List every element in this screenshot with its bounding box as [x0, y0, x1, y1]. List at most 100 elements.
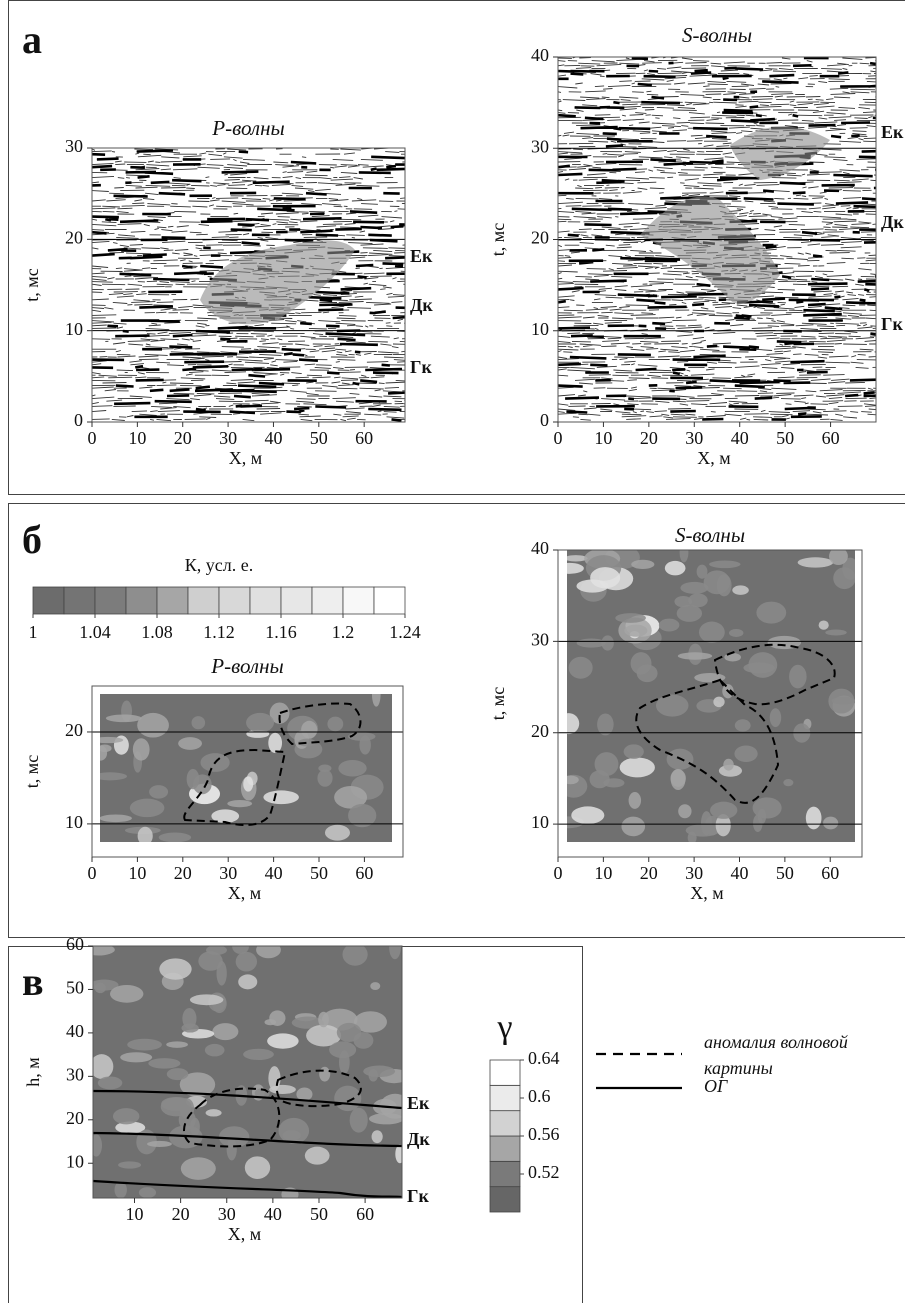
map-blob — [206, 946, 227, 955]
map-blob — [159, 958, 192, 980]
y-tick-label: 10 — [531, 319, 549, 339]
map-blob — [752, 797, 782, 819]
x-tick-label: 50 — [310, 1204, 328, 1224]
map-blob — [268, 732, 283, 754]
colorbar-tick-label: 0.6 — [528, 1086, 551, 1106]
map-blob — [304, 1146, 330, 1165]
x-axis-label: X, м — [690, 883, 723, 903]
map-blob — [677, 652, 713, 660]
y-tick-label: 30 — [531, 629, 549, 649]
map-blob — [291, 1016, 325, 1029]
map-blob — [267, 1033, 299, 1049]
map-blob — [138, 1187, 157, 1198]
map-blob — [342, 946, 368, 966]
map-blob — [710, 801, 738, 819]
map-blob — [389, 946, 401, 960]
map-blob — [216, 961, 227, 986]
map-blob — [269, 1010, 286, 1026]
x-tick-label: 50 — [310, 863, 328, 883]
map-blob — [703, 570, 731, 595]
anomaly-shading — [200, 240, 355, 325]
colorbar-cell — [32, 586, 65, 615]
map-blob — [676, 604, 703, 622]
y-tick-label: 10 — [66, 1151, 84, 1171]
map-blob — [97, 1076, 123, 1090]
map-background — [567, 550, 855, 842]
map-blob — [317, 769, 333, 787]
plot-title: S-волны — [675, 523, 745, 547]
map-blob — [93, 1054, 114, 1079]
map-blob — [601, 635, 614, 651]
map-blob — [756, 601, 787, 624]
y-tick-label: 40 — [66, 1021, 84, 1041]
y-tick-label: 20 — [65, 227, 83, 247]
map-blob — [137, 712, 169, 738]
map-blob — [129, 798, 165, 818]
horizon-label: Гк — [881, 314, 903, 334]
map-blob — [370, 982, 381, 991]
x-tick-label: 60 — [355, 428, 373, 448]
map-blob — [623, 744, 644, 759]
map-blob — [823, 816, 839, 830]
colorbar-cell — [342, 586, 375, 615]
map-blob — [354, 1011, 387, 1033]
colorbar-tick-label: 1.08 — [141, 622, 173, 642]
map-blob — [797, 557, 834, 568]
x-tick-label: 0 — [554, 428, 563, 448]
horizon-label: Дк — [410, 295, 433, 315]
colorbar-cell — [489, 1084, 521, 1112]
map-blob — [114, 1181, 127, 1198]
y-tick-label: 50 — [66, 978, 84, 998]
y-tick-label: 60 — [66, 934, 84, 954]
map-blob — [371, 1130, 383, 1144]
colorbar-tick-label: 0.64 — [528, 1048, 560, 1068]
colorbar-cell — [489, 1135, 521, 1162]
map-blob — [269, 702, 290, 724]
map-blob — [100, 745, 108, 761]
map-blob — [687, 831, 697, 842]
map-blob — [715, 814, 731, 837]
colorbar-tick-label: 1.16 — [265, 622, 297, 642]
colorbar-tick-label: 1.12 — [203, 622, 235, 642]
map-blob — [148, 1058, 181, 1069]
colorbar-tick-label: 1.04 — [79, 622, 111, 642]
map-blob — [624, 624, 648, 637]
y-axis-label: t, мс — [22, 268, 42, 301]
x-tick-label: 40 — [730, 863, 748, 883]
map-blob — [571, 806, 605, 825]
colorbar-cell — [311, 586, 344, 615]
x-tick-label: 50 — [776, 428, 794, 448]
map-blob — [256, 946, 281, 959]
map-blob — [137, 826, 153, 842]
map-blob — [278, 1117, 310, 1144]
map-blob — [178, 737, 202, 750]
map-blob — [109, 985, 144, 1003]
x-tick-label: 40 — [264, 1204, 282, 1224]
x-tick-label: 50 — [776, 863, 794, 883]
horizon-label: Ек — [881, 122, 904, 142]
plot-frame — [557, 549, 863, 858]
map-blob — [371, 694, 381, 707]
map-blob — [621, 816, 646, 837]
map-blob — [567, 562, 584, 574]
map-blob — [243, 1048, 274, 1061]
map-blob — [628, 791, 642, 809]
map-blob — [263, 790, 299, 805]
horizon-line — [92, 1131, 403, 1148]
map-blob — [212, 1023, 239, 1041]
map-blob — [329, 1041, 357, 1059]
map-blob — [243, 776, 254, 792]
panel-frame — [8, 503, 905, 938]
x-tick-label: 20 — [640, 428, 658, 448]
x-tick-label: 30 — [219, 863, 237, 883]
map-blob — [359, 735, 371, 755]
panel-label: а — [22, 17, 42, 62]
map-blob — [93, 946, 115, 956]
plot-title: P-волны — [210, 654, 283, 678]
x-tick-label: 10 — [126, 1204, 144, 1224]
map-blob — [147, 1140, 172, 1147]
colorbar-cell — [125, 586, 158, 615]
map-blob — [298, 738, 317, 747]
panel-label: в — [22, 959, 44, 1004]
map-blob — [158, 832, 192, 842]
